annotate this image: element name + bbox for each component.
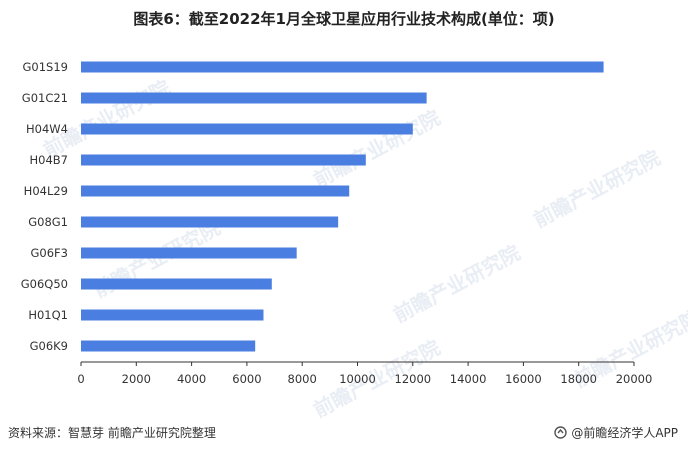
category-label: H04L29 xyxy=(24,184,68,198)
x-tick-label: 14000 xyxy=(450,372,487,386)
watermark-text: 前瞻产业研究院 xyxy=(39,75,174,162)
watermark-text: 前瞻产业研究院 xyxy=(529,145,664,232)
x-tick-label: 2000 xyxy=(122,372,151,386)
x-tick-label: 6000 xyxy=(232,372,261,386)
bar-g01c21 xyxy=(81,92,427,104)
category-label: G06F3 xyxy=(31,246,68,260)
category-label: H04B7 xyxy=(30,153,69,167)
category-label: G01C21 xyxy=(22,91,68,105)
source-note: 资料来源：智慧芽 前瞻产业研究院整理 xyxy=(8,426,216,440)
category-label: G01S19 xyxy=(23,60,68,74)
x-tick-label: 8000 xyxy=(288,372,317,386)
x-tick-label: 18000 xyxy=(560,372,597,386)
x-tick-label: 16000 xyxy=(505,372,542,386)
bar-g01s19 xyxy=(81,61,604,73)
bar-g06k9 xyxy=(81,340,256,352)
bar-g06f3 xyxy=(81,247,297,259)
bar-g08g1 xyxy=(81,216,339,228)
category-label: G08G1 xyxy=(28,215,68,229)
bar-h04b7 xyxy=(81,154,366,166)
watermark-text: 前瞻产业研究院 xyxy=(389,240,524,327)
brand-text: @前瞻经济学人APP xyxy=(571,426,678,440)
category-label: H01Q1 xyxy=(28,308,68,322)
bar-h01q1 xyxy=(81,309,264,321)
x-tick-label: 20000 xyxy=(616,372,653,386)
x-tick-label: 0 xyxy=(77,372,84,386)
category-label: G06K9 xyxy=(30,339,68,353)
x-axis: 0 2000 4000 6000 8000 10000 12000 14000 16000 180… xyxy=(77,361,653,386)
watermark-text: 前瞻产业研究院 xyxy=(309,105,444,192)
brand-credit: @前瞻经济学人APP xyxy=(554,424,678,441)
chart-title: 图表6：截至2022年1月全球卫星应用行业技术构成(单位：项) xyxy=(133,10,555,28)
bar-h04l29 xyxy=(81,185,350,197)
category-labels: G01S19 G01C21 H04W4 H04B7 H04L29 G08G1 G06F3 G0… xyxy=(21,60,68,353)
x-tick-label: 4000 xyxy=(177,372,206,386)
bar-h04w4 xyxy=(81,123,413,135)
x-tick-label: 12000 xyxy=(395,372,432,386)
category-label: H04W4 xyxy=(26,122,68,136)
category-label: G06Q50 xyxy=(21,277,68,291)
x-tick-label: 10000 xyxy=(339,372,376,386)
bar-group xyxy=(81,61,604,352)
logo-icon xyxy=(554,426,568,439)
bar-g06q50 xyxy=(81,278,272,290)
